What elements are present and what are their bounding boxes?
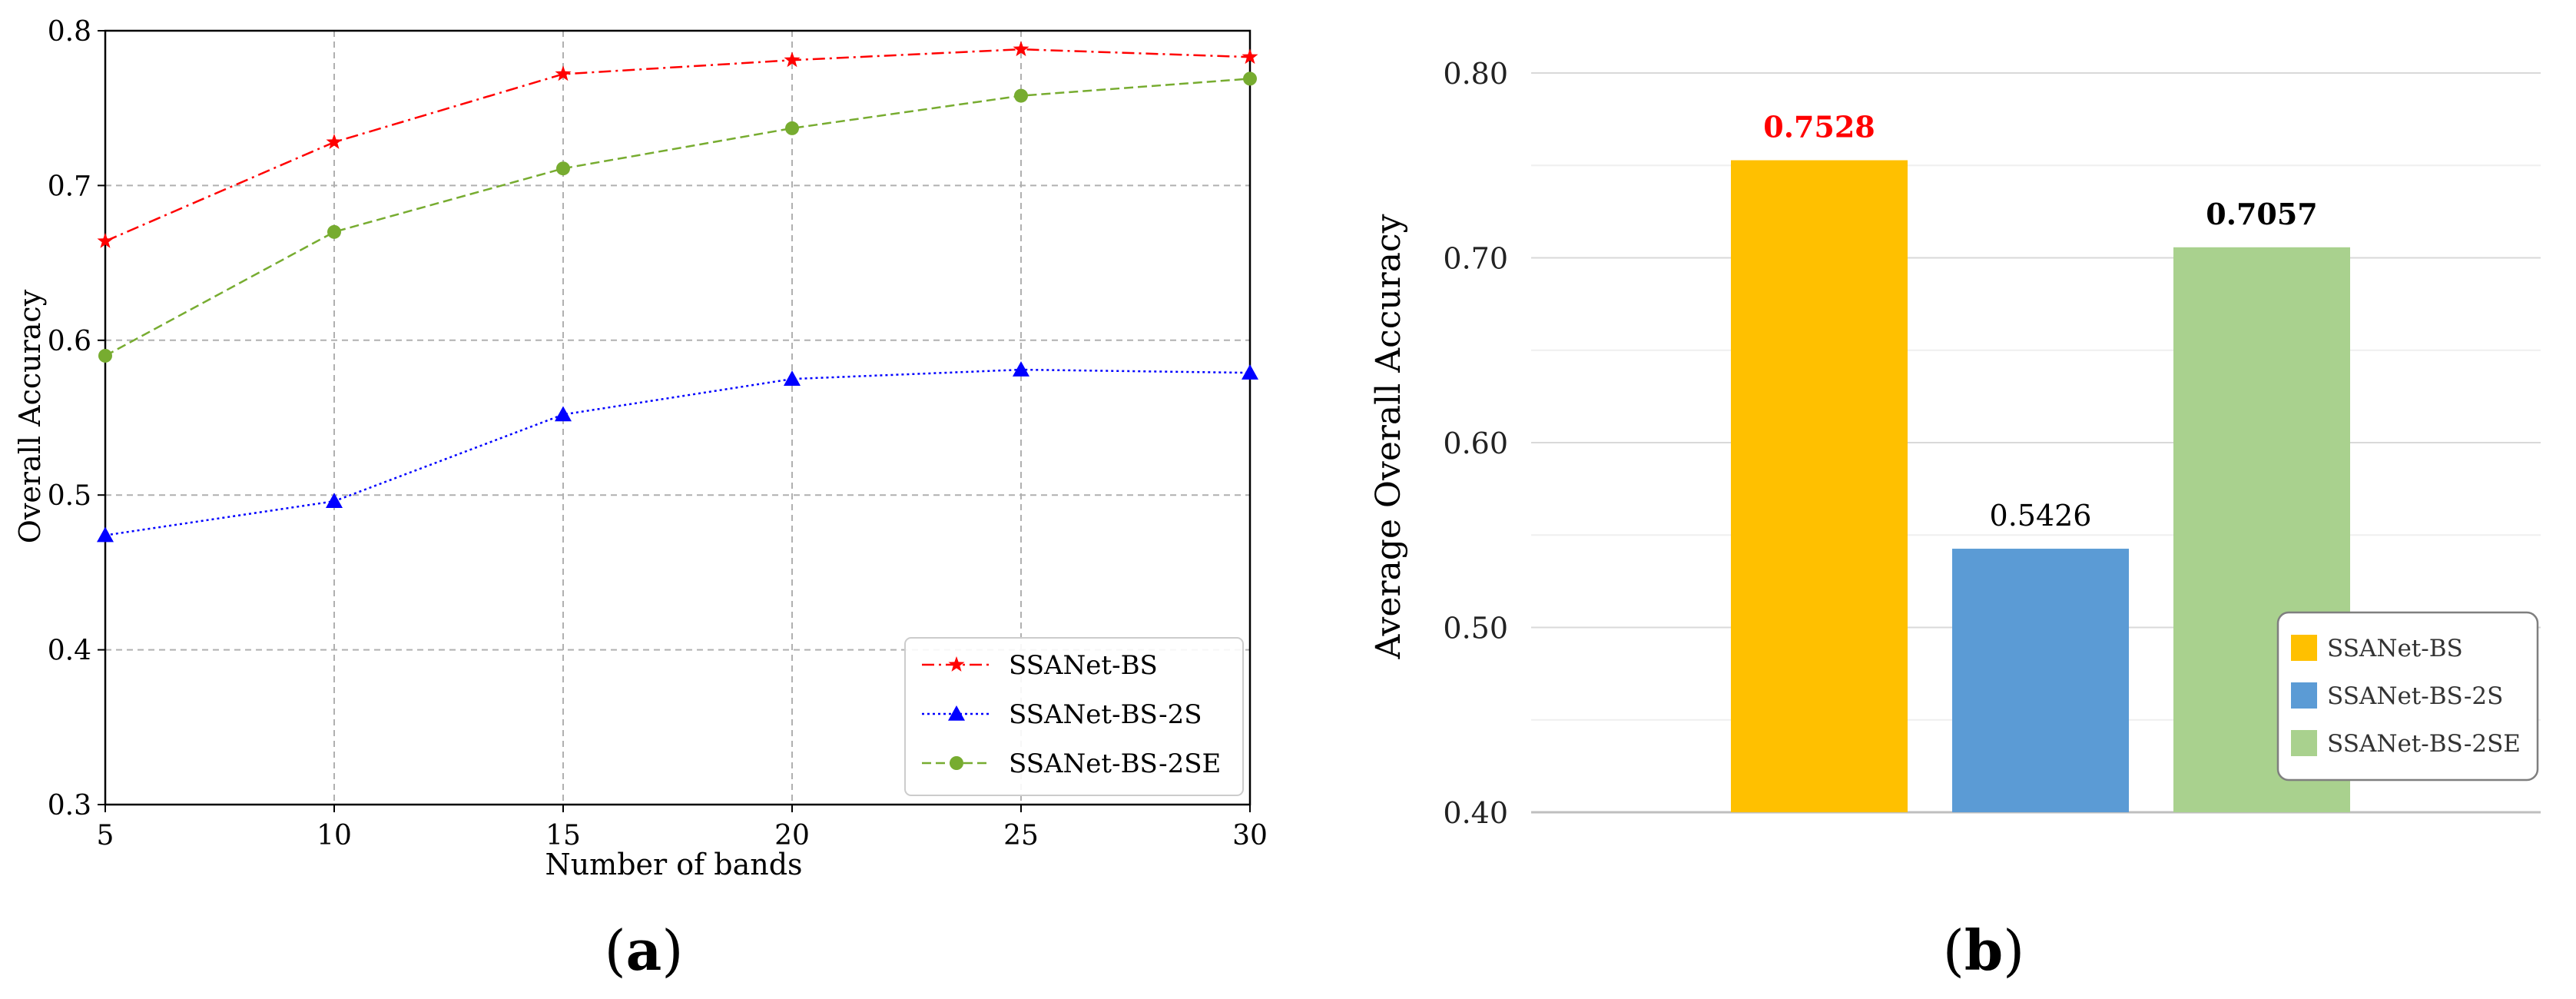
line-chart-legend-box bbox=[904, 637, 1244, 796]
data-point-ssanet-bs-2se bbox=[1014, 88, 1028, 103]
line-chart-y-tick-label: 0.7 bbox=[48, 171, 91, 202]
bar-chart-bars: 0.7528 0.5426 0.7057 bbox=[1731, 110, 2350, 813]
data-point-ssanet-bs-2se bbox=[327, 224, 341, 239]
line-chart-x-tick-label: 5 bbox=[97, 820, 114, 851]
line-chart-series bbox=[97, 41, 1258, 543]
data-point-ssanet-bs-2se bbox=[785, 121, 799, 135]
panel-b-letter: b bbox=[1964, 918, 2003, 983]
bar-value-label-ssanet-bs-2se: 0.7057 bbox=[2206, 197, 2317, 231]
line-chart-x-axis-label: Number of bands bbox=[545, 848, 802, 881]
line-chart-y-tick-label: 0.5 bbox=[48, 480, 91, 512]
legend-label-ssanet-bs-2s: SSANet-BS-2S bbox=[2327, 682, 2503, 710]
bar-chart-y-tick-label: 0.50 bbox=[1443, 612, 1508, 646]
bar-ssanet-bs bbox=[1731, 160, 1908, 813]
bar-chart-ticks: 0.40 0.50 0.60 0.70 0.80 bbox=[1443, 57, 1508, 830]
line-chart-x-tick-label: 20 bbox=[774, 820, 810, 851]
data-point-ssanet-bs-2s bbox=[326, 493, 343, 509]
line-chart-x-tick-label: 10 bbox=[317, 820, 352, 851]
data-point-ssanet-bs-2s bbox=[1242, 364, 1258, 380]
line-chart-y-tick-label: 0.6 bbox=[48, 326, 91, 357]
bar-chart-y-tick-label: 0.70 bbox=[1443, 242, 1508, 276]
line-chart-plot-frame bbox=[104, 29, 1252, 806]
legend-marker-ssanet-bs-2se bbox=[950, 756, 963, 770]
data-point-ssanet-bs bbox=[1013, 41, 1029, 57]
bar-chart-legend: SSANet-BS SSANet-BS-2S SSANet-BS-2SE bbox=[2276, 611, 2539, 782]
legend-marker-ssanet-bs-2s bbox=[948, 705, 965, 721]
series-ssanet-bs-2se bbox=[98, 71, 1257, 363]
legend-label-ssanet-bs: SSANet-BS bbox=[1009, 650, 1158, 681]
line-chart-y-tick-label: 0.8 bbox=[48, 16, 91, 48]
panel-b-label: (b) bbox=[1943, 918, 2025, 983]
line-chart-y-tick-label: 0.4 bbox=[48, 636, 91, 667]
legend-swatch-ssanet-bs-2se bbox=[2291, 730, 2317, 756]
legend-swatch-ssanet-bs bbox=[2291, 635, 2317, 661]
line-chart-panel: 5 10 15 20 25 30 0.3 0.4 0.5 0.6 0.7 0.8 Number of … bbox=[13, 16, 1268, 983]
legend-label-ssanet-bs-2se: SSANet-BS-2SE bbox=[1009, 748, 1221, 779]
line-chart-ticks: 5 10 15 20 25 30 0.3 0.4 0.5 0.6 0.7 0.8 bbox=[48, 16, 1268, 851]
panel-a-letter: a bbox=[626, 918, 662, 983]
data-point-ssanet-bs-2se bbox=[1243, 71, 1257, 86]
data-point-ssanet-bs-2s bbox=[97, 526, 114, 543]
line-chart-x-tick-label: 25 bbox=[1003, 820, 1039, 851]
bar-value-label-ssanet-bs: 0.7528 bbox=[1763, 110, 1875, 144]
data-point-ssanet-bs bbox=[326, 134, 343, 149]
legend-label-ssanet-bs-2s: SSANet-BS-2S bbox=[1009, 699, 1202, 730]
line-chart-x-tick-label: 30 bbox=[1232, 820, 1268, 851]
series-line-ssanet-bs-2se bbox=[104, 78, 1251, 357]
data-point-ssanet-bs bbox=[1242, 48, 1258, 65]
data-point-ssanet-bs-2se bbox=[98, 348, 112, 363]
line-chart-legend: SSANet-BS SSANet-BS-2S SSANet-BS-2SE bbox=[904, 637, 1244, 796]
legend-label-ssanet-bs-2se: SSANet-BS-2SE bbox=[2327, 730, 2521, 758]
legend-swatch-ssanet-bs-2s bbox=[2291, 682, 2317, 709]
bar-ssanet-bs-2s bbox=[1952, 549, 2129, 812]
bar-chart-y-tick-label: 0.40 bbox=[1443, 796, 1508, 830]
data-point-ssanet-bs-2s bbox=[784, 370, 801, 386]
data-point-ssanet-bs-2s bbox=[1013, 361, 1029, 377]
series-ssanet-bs bbox=[97, 41, 1258, 248]
bar-chart-y-tick-label: 0.60 bbox=[1443, 426, 1508, 460]
data-point-ssanet-bs bbox=[97, 232, 114, 248]
data-point-ssanet-bs-2se bbox=[556, 161, 570, 176]
bar-chart-y-tick-label: 0.80 bbox=[1443, 57, 1508, 91]
line-chart-y-tick-label: 0.3 bbox=[48, 790, 91, 821]
data-point-ssanet-bs bbox=[555, 65, 572, 81]
line-chart-y-axis-label: Overall Accuracy bbox=[13, 289, 47, 543]
line-chart-x-tick-label: 15 bbox=[545, 820, 581, 851]
panel-a-label: (a) bbox=[605, 918, 684, 983]
data-point-ssanet-bs-2s bbox=[555, 406, 572, 422]
bar-chart-panel: 0.400.500.600.700.80 0.75280.54260.7057 … bbox=[1369, 57, 2541, 983]
bar-value-label-ssanet-bs-2s: 0.5426 bbox=[1990, 499, 2092, 533]
bar-chart-y-axis-label: Average Overall Accuracy bbox=[1369, 214, 1408, 659]
legend-marker-ssanet-bs bbox=[948, 656, 965, 672]
series-line-ssanet-bs-2s bbox=[104, 368, 1251, 536]
data-point-ssanet-bs bbox=[784, 51, 801, 68]
series-line-ssanet-bs bbox=[104, 48, 1251, 243]
series-ssanet-bs-2s bbox=[97, 361, 1258, 543]
bar-chart-legend-box bbox=[2276, 611, 2539, 782]
legend-label-ssanet-bs: SSANet-BS bbox=[2327, 635, 2463, 662]
